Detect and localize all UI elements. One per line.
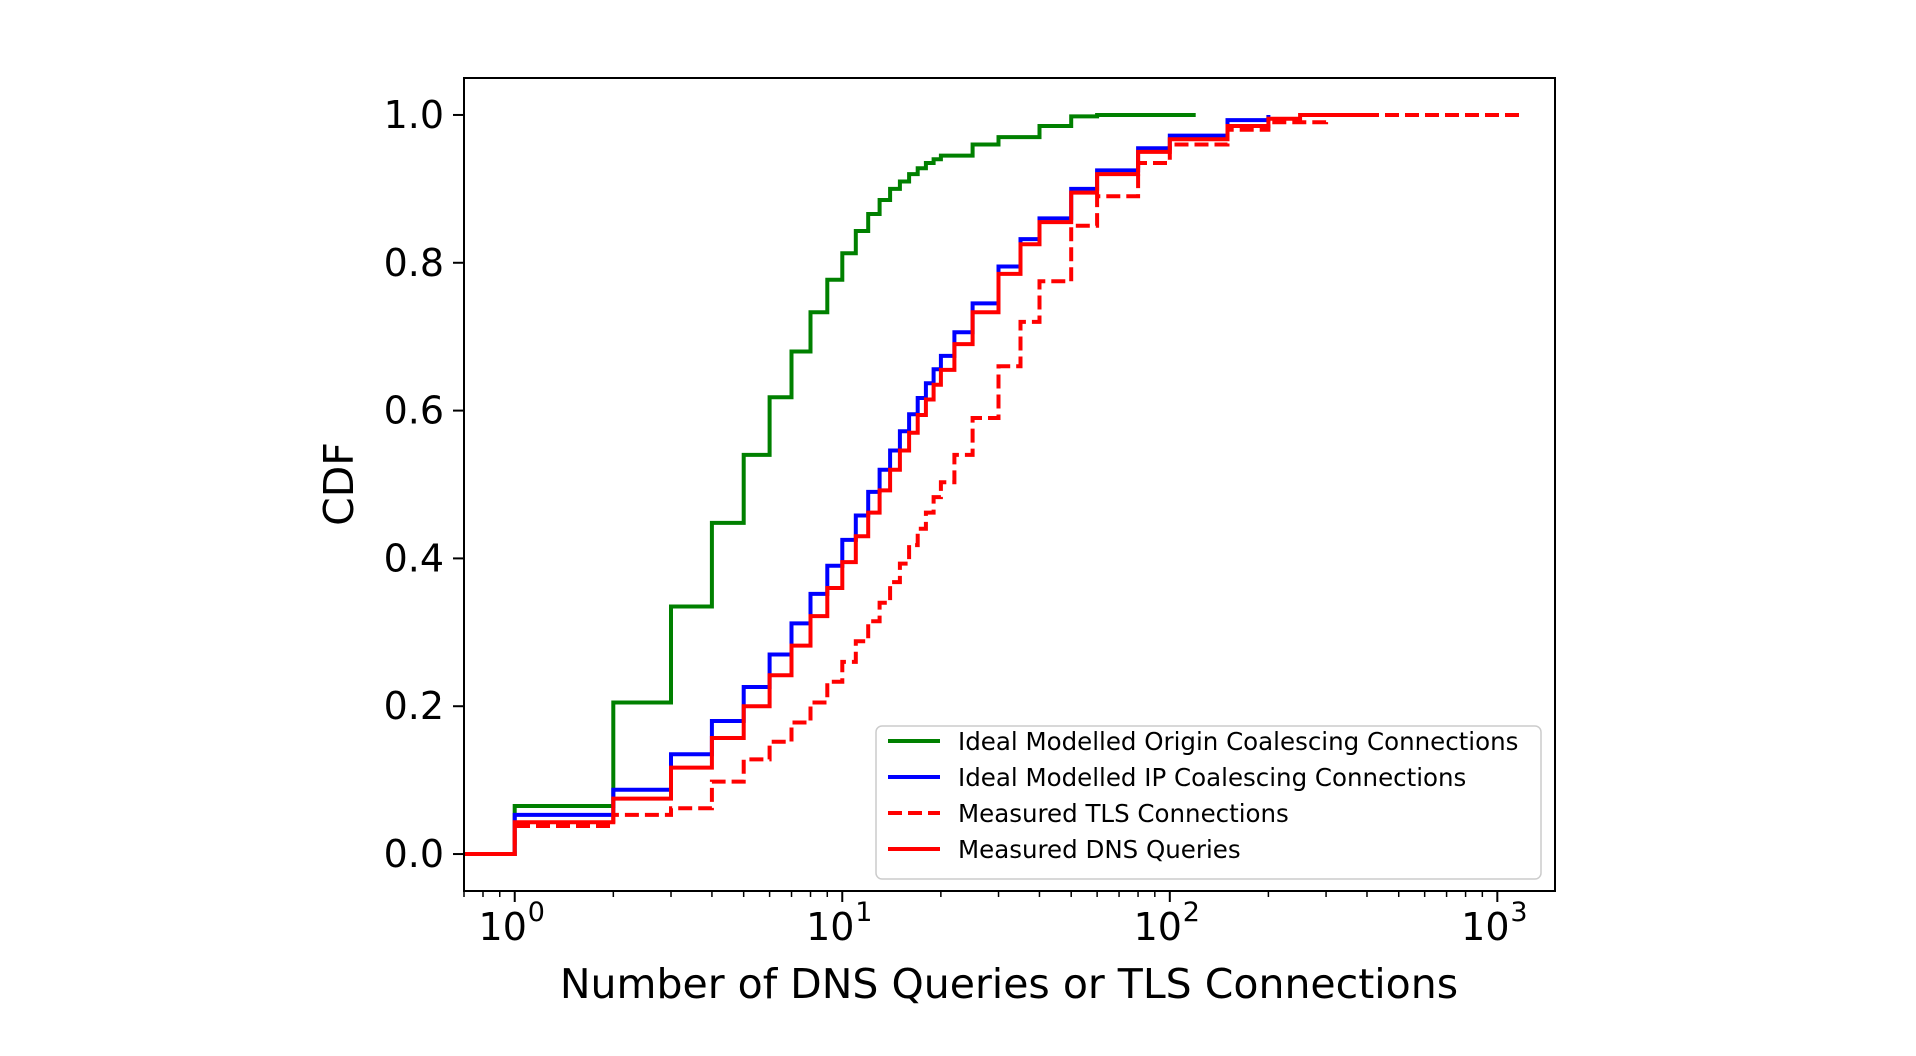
y-tick-label-5: 1.0 [384,93,444,137]
legend-label-1: Ideal Modelled Origin Coalescing Connect… [958,727,1518,756]
legend-entries: Ideal Modelled Origin Coalescing Connect… [888,727,1518,864]
x-tick-exponent: 1 [855,897,872,928]
legend-label-2: Ideal Modelled IP Coalescing Connections [958,763,1466,792]
x-tick-base: 10 [479,905,527,949]
x-tick-label-3: 10 3 [1461,897,1527,949]
x-tick-base: 10 [806,905,854,949]
plot-lines [464,113,1524,856]
y-tick-label-3: 0.6 [384,389,444,433]
series-line-1 [464,113,1196,856]
legend-label-4: Measured DNS Queries [958,835,1241,864]
x-tick-label-0: 10 0 [479,897,545,949]
legend-box [875,725,1542,880]
legend: Ideal Modelled Origin Coalescing Connect… [875,725,1542,880]
x-axis-label: Number of DNS Queries or TLS Connections [560,960,1458,1008]
y-tick-label-0: 0.0 [384,832,444,876]
legend-label-3: Measured TLS Connections [958,799,1289,828]
x-axis-ticks: 10 0 10 1 10 2 10 3 [463,891,1528,949]
x-tick-exponent: 3 [1510,897,1527,928]
y-tick-label-1: 0.2 [384,684,444,728]
x-tick-exponent: 0 [528,897,545,928]
x-tick-label-1: 10 1 [806,897,872,949]
x-tick-base: 10 [1461,905,1509,949]
x-tick-base: 10 [1134,905,1182,949]
y-tick-label-4: 0.8 [384,241,444,285]
y-axis-label: CDF [315,442,363,526]
y-axis-ticks: 0.0 0.2 0.4 0.6 0.8 1.0 [384,93,464,876]
x-tick-label-2: 10 2 [1134,897,1200,949]
series-line-4 [464,113,1367,856]
y-tick-label-2: 0.4 [384,536,444,580]
plot-frame [463,77,1556,892]
x-tick-exponent: 2 [1183,897,1200,928]
